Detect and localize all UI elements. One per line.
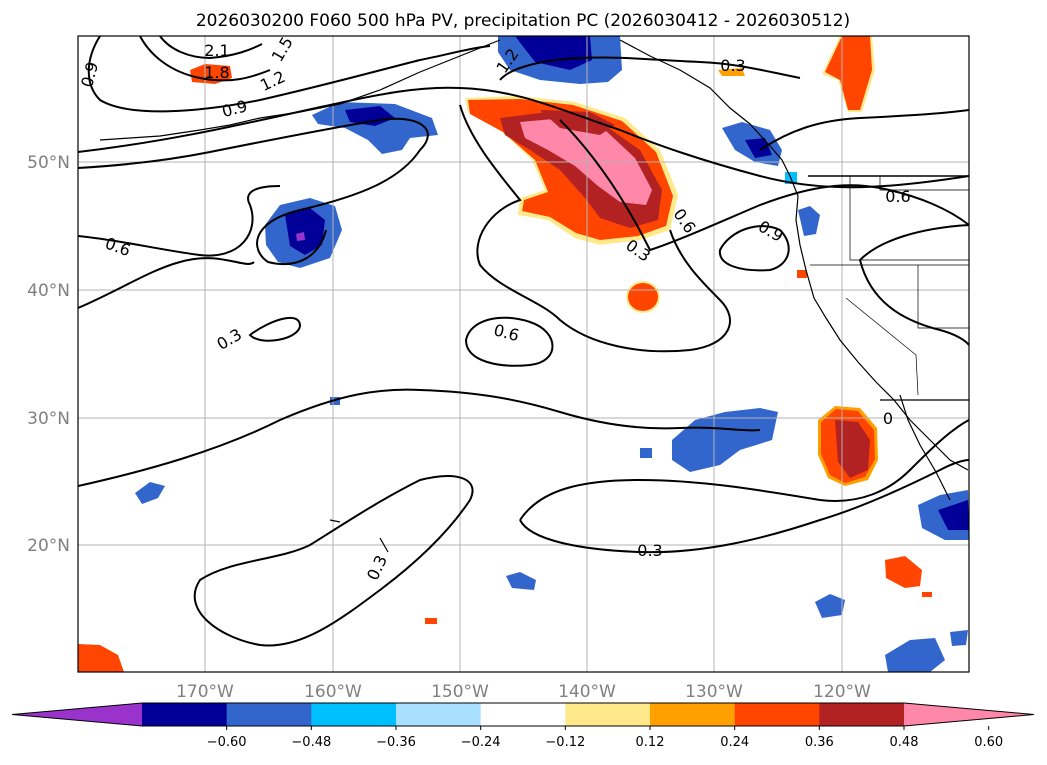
- colorbar-segment: [311, 703, 397, 726]
- colorbar-segment: [565, 703, 651, 726]
- contour-label: 0.3: [720, 56, 745, 75]
- lon-label: 140°W: [558, 682, 616, 702]
- lon-label: 160°W: [304, 682, 362, 702]
- map-title: 2026030200 F060 500 hPa PV, precipitatio…: [196, 11, 850, 31]
- map-area: 2.1 1.8 1.5 1.2 0.9 0.6 0.3 0.6 0.3 0.9 …: [78, 36, 969, 672]
- colorbar: −0.60 −0.48 −0.36 −0.24 −0.12 0.12 0.24 0.36 0.4…: [11, 702, 1035, 750]
- colorbar-segment: [226, 703, 312, 726]
- colorbar-tick-label: −0.60: [207, 735, 247, 750]
- precip-positive-shading: [78, 36, 932, 672]
- contour-label: 2.1: [204, 41, 229, 60]
- pv-contours: [78, 36, 969, 647]
- colorbar-tick-label: −0.12: [545, 735, 585, 750]
- map-frame: [77, 35, 970, 673]
- contour-label: 0.6: [885, 187, 910, 206]
- lon-label: 150°W: [431, 682, 489, 702]
- colorbar-tick-label: 0.60: [974, 735, 1003, 750]
- contour-label: 0.3: [637, 541, 662, 560]
- coastlines: [99, 39, 969, 553]
- gridlines: [78, 36, 969, 672]
- lon-label: 130°W: [685, 682, 743, 702]
- lon-label: 170°W: [176, 682, 234, 702]
- latitude-labels: 50°N 40°N 30°N 20°N: [27, 153, 70, 556]
- colorbar-extension-high: [904, 703, 1034, 726]
- colorbar-tick-label: 0.36: [805, 735, 834, 750]
- colorbar-tick-label: −0.24: [461, 735, 501, 750]
- lat-label: 20°N: [27, 536, 70, 556]
- colorbar-outline: [11, 702, 1035, 727]
- lat-label: 40°N: [27, 281, 70, 301]
- colorbar-extension-low: [12, 703, 142, 726]
- colorbar-tick-label: 0.12: [636, 735, 665, 750]
- colorbar-segment: [142, 703, 228, 726]
- lon-label: 120°W: [813, 682, 871, 702]
- colorbar-segment: [650, 703, 736, 726]
- colorbar-segment: [396, 703, 482, 726]
- colorbar-tick-label: −0.48: [291, 735, 331, 750]
- contour-label: 0: [883, 409, 893, 428]
- colorbar-segment: [819, 703, 905, 726]
- longitude-labels: 170°W 160°W 150°W 140°W 130°W 120°W: [176, 682, 871, 702]
- colorbar-tick-label: 0.48: [890, 735, 919, 750]
- colorbar-segment: [734, 703, 820, 726]
- colorbar-tick-label: −0.36: [376, 735, 416, 750]
- contour-label: 1.8: [204, 63, 229, 82]
- lat-label: 30°N: [27, 409, 70, 429]
- colorbar-tick-label: 0.24: [720, 735, 749, 750]
- lat-label: 50°N: [27, 153, 70, 173]
- colorbar-segment: [480, 703, 566, 726]
- precip-negative-shading: [135, 36, 969, 672]
